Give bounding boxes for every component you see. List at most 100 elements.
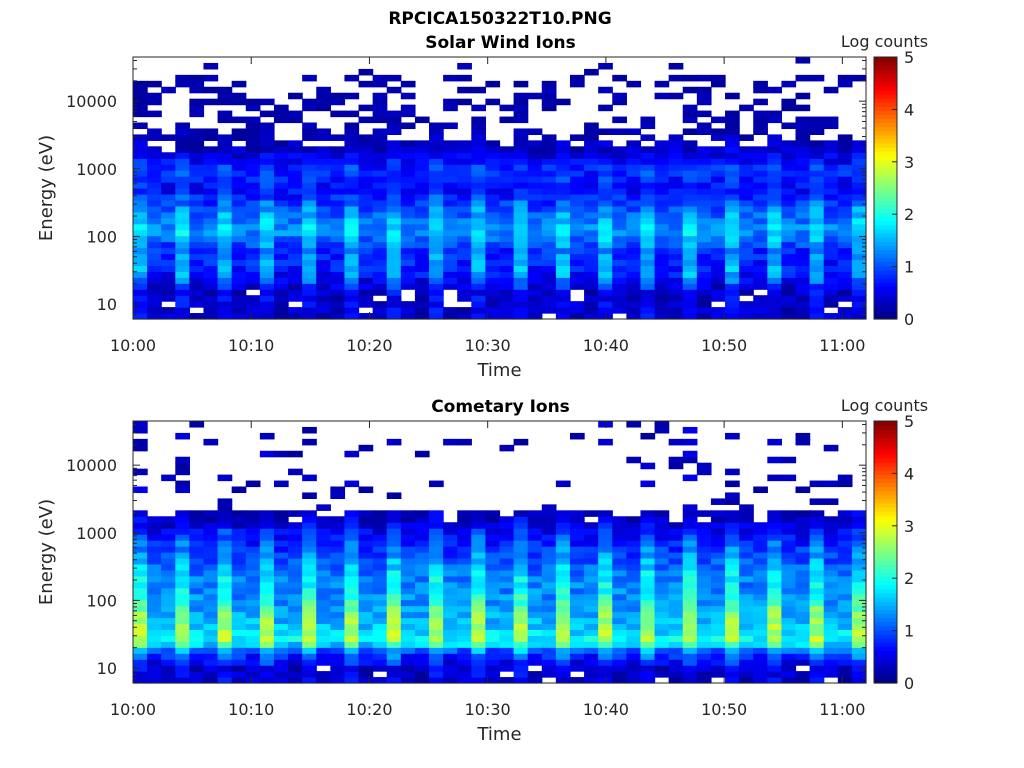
heatmap-cell xyxy=(386,599,402,607)
heatmap-cell xyxy=(133,671,148,678)
heatmap-cell xyxy=(682,504,698,511)
heatmap-cell xyxy=(400,587,416,595)
heatmap-cell xyxy=(414,223,430,231)
heatmap-cell xyxy=(429,253,444,261)
heatmap-cell xyxy=(513,295,529,302)
heatmap-cell xyxy=(147,229,162,237)
heatmap-cell xyxy=(682,546,698,553)
heatmap-cell xyxy=(273,295,289,302)
heatmap-cell xyxy=(541,659,557,666)
heatmap-cell xyxy=(429,653,444,660)
heatmap-cell xyxy=(569,80,585,88)
colorbar-swatch xyxy=(874,441,897,447)
heatmap-cell xyxy=(654,271,670,278)
heatmap-cell xyxy=(598,611,613,619)
heatmap-cell xyxy=(147,182,162,189)
heatmap-cell xyxy=(795,295,811,302)
heatmap-cell xyxy=(288,223,303,231)
heatmap-cell xyxy=(400,188,416,195)
heatmap-cell xyxy=(429,146,444,153)
heatmap-cell xyxy=(161,665,176,672)
heatmap-cell xyxy=(823,116,839,124)
heatmap-cell xyxy=(203,581,219,589)
heatmap-cell xyxy=(781,122,797,130)
heatmap-cell xyxy=(231,253,247,261)
heatmap-cell xyxy=(598,188,613,195)
heatmap-cell xyxy=(217,253,233,261)
heatmap-cell xyxy=(175,641,190,648)
heatmap-cell xyxy=(231,540,247,547)
heatmap-cell xyxy=(569,522,585,529)
heatmap-cell xyxy=(823,122,839,130)
heatmap-cell xyxy=(259,158,275,165)
heatmap-cell xyxy=(203,617,219,625)
heatmap-cell xyxy=(837,265,853,272)
heatmap-cell xyxy=(710,581,726,589)
heatmap-cell xyxy=(612,546,627,553)
heatmap-cell xyxy=(330,552,346,559)
heatmap-cell xyxy=(851,510,867,517)
heatmap-cell xyxy=(753,540,768,547)
heatmap-cell xyxy=(640,569,656,577)
heatmap-cell xyxy=(471,289,487,296)
heatmap-cell xyxy=(809,641,825,648)
heatmap-cell xyxy=(555,241,571,249)
heatmap-cell xyxy=(823,265,839,272)
heatmap-cell xyxy=(837,677,853,684)
heatmap-cell xyxy=(584,128,599,135)
heatmap-cell xyxy=(569,158,585,165)
heatmap-cell xyxy=(189,86,205,94)
heatmap-cell xyxy=(837,259,853,266)
heatmap-cell xyxy=(175,205,190,213)
heatmap-cell xyxy=(612,629,627,636)
heatmap-cell xyxy=(696,86,712,94)
heatmap-cell xyxy=(767,86,783,94)
heatmap-cell xyxy=(175,599,190,607)
heatmap-cell xyxy=(499,211,515,219)
heatmap-cell xyxy=(527,581,543,589)
heatmap-cell xyxy=(259,241,275,249)
heatmap-cell xyxy=(668,635,684,642)
heatmap-cell xyxy=(513,635,529,642)
heatmap-cell xyxy=(513,516,529,523)
heatmap-cell xyxy=(429,659,444,666)
colorbar-swatch xyxy=(874,278,897,283)
heatmap-cell xyxy=(358,271,374,278)
heatmap-cell xyxy=(626,653,642,660)
heatmap-cell xyxy=(302,569,317,577)
heatmap-cell xyxy=(781,199,797,207)
heatmap-cell xyxy=(259,223,275,231)
heatmap-cell xyxy=(414,152,430,159)
colorbar-swatch xyxy=(874,666,897,672)
heatmap-cell xyxy=(372,188,388,195)
heatmap-cell xyxy=(443,164,458,171)
heatmap-cell xyxy=(358,265,374,272)
heatmap-cell xyxy=(584,629,599,636)
heatmap-cell xyxy=(527,629,543,636)
heatmap-cell xyxy=(217,176,233,183)
heatmap-cell xyxy=(668,158,684,165)
heatmap-cell xyxy=(161,158,176,165)
heatmap-cell xyxy=(584,164,599,171)
heatmap-cell xyxy=(809,546,825,553)
heatmap-cell xyxy=(231,307,247,314)
heatmap-cell xyxy=(358,575,374,583)
heatmap-cell xyxy=(795,265,811,272)
heatmap-cell xyxy=(175,277,190,284)
heatmap-cell xyxy=(795,211,811,219)
heatmap-cell xyxy=(668,259,684,266)
heatmap-cell xyxy=(725,540,740,547)
y-tick-label: 10 xyxy=(97,295,117,314)
heatmap-cell xyxy=(245,223,261,231)
heatmap-cell xyxy=(626,313,642,320)
heatmap-cell xyxy=(569,593,585,601)
panel-title: Cometary Ions xyxy=(431,397,570,417)
heatmap-cell xyxy=(809,623,825,630)
heatmap-cell xyxy=(626,241,642,249)
heatmap-cell xyxy=(654,301,670,308)
heatmap-cell xyxy=(499,217,515,225)
colorbar-swatch xyxy=(874,543,897,549)
heatmap-cell xyxy=(231,516,247,523)
heatmap-cell xyxy=(344,534,360,541)
heatmap-cell xyxy=(386,277,402,284)
